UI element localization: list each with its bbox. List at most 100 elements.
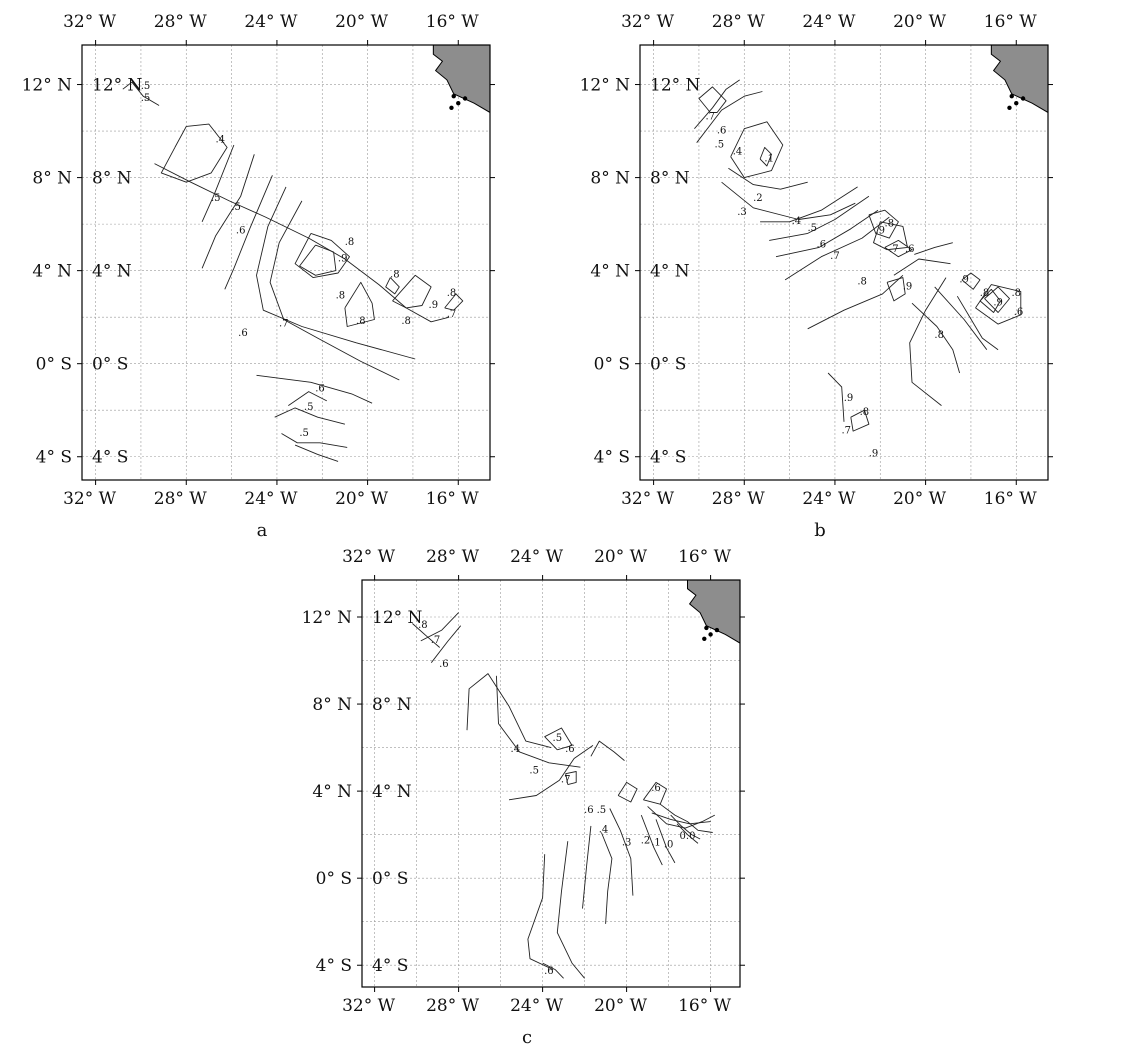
contour-line bbox=[721, 181, 856, 220]
contour-line bbox=[256, 186, 416, 360]
lon-label-bottom: 32° W bbox=[621, 489, 675, 509]
contour-label: .4 bbox=[511, 744, 521, 755]
contour-line bbox=[868, 209, 899, 239]
lon-label-bottom: 20° W bbox=[893, 489, 947, 509]
contour-label: .8 bbox=[401, 316, 411, 327]
contour-label: 0.0 bbox=[680, 831, 696, 842]
lat-label-right: 8° N bbox=[650, 169, 690, 189]
contour-line bbox=[269, 200, 400, 381]
contour-line bbox=[670, 814, 701, 840]
lat-label-left: 8° N bbox=[312, 695, 352, 715]
contour-line bbox=[694, 79, 740, 129]
contour-label: .5 bbox=[141, 81, 151, 92]
contour-line bbox=[760, 186, 858, 223]
lat-label-right: 8° N bbox=[92, 169, 132, 189]
contour-line bbox=[201, 154, 255, 269]
lon-label-top: 28° W bbox=[712, 12, 766, 32]
panel-caption: c bbox=[522, 1027, 532, 1048]
contour-label: .9 bbox=[869, 449, 879, 460]
contour-label: .8 bbox=[980, 288, 990, 299]
land-mass bbox=[990, 44, 1049, 114]
lon-label-top: 28° W bbox=[154, 12, 208, 32]
contour-line bbox=[984, 286, 1010, 313]
contour-label: .4 bbox=[599, 824, 609, 835]
lon-label-top: 20° W bbox=[893, 12, 947, 32]
island-marker bbox=[1020, 96, 1026, 101]
island-marker bbox=[1014, 100, 1019, 106]
island-marker bbox=[702, 636, 707, 641]
contour-line bbox=[256, 374, 373, 404]
lat-label-left: 4° S bbox=[594, 448, 630, 468]
contour-line bbox=[807, 274, 904, 330]
contour-line bbox=[698, 86, 727, 113]
lat-label-left: 12° N bbox=[302, 608, 353, 628]
contour-label: .8 bbox=[857, 277, 867, 288]
contour-label: .6 bbox=[717, 125, 727, 136]
contour-label: .5 bbox=[299, 428, 309, 439]
lat-label-right: 12° N bbox=[372, 608, 423, 628]
contour-line bbox=[676, 823, 699, 844]
lat-label-left: 0° S bbox=[36, 355, 72, 375]
contour-label: .4 bbox=[792, 216, 802, 227]
contour-label: .9 bbox=[959, 274, 969, 285]
contour-label: .6 bbox=[651, 783, 661, 794]
contour-label: .6 bbox=[584, 805, 594, 816]
contour-label: .6 bbox=[544, 966, 554, 977]
contour-line bbox=[565, 771, 577, 786]
map-panel-c: .8.7.6.4.5.5.6.7.6.5.4.6.3.2.1.00.0.632°… bbox=[302, 547, 745, 1048]
contour-line bbox=[582, 825, 592, 909]
contour-line bbox=[655, 819, 676, 864]
contour-label: .5 bbox=[304, 402, 314, 413]
contour-label: .9 bbox=[844, 393, 854, 404]
contour-line bbox=[651, 812, 711, 825]
contour-line bbox=[122, 81, 160, 106]
contour-line bbox=[730, 121, 784, 179]
contour-label: .6 bbox=[315, 384, 325, 395]
lon-label-top: 20° W bbox=[594, 547, 648, 567]
island-marker bbox=[451, 93, 456, 99]
map-frame bbox=[639, 44, 1049, 481]
contour-label: .9 bbox=[903, 281, 913, 292]
lon-label-bottom: 24° W bbox=[244, 489, 298, 509]
contour-line bbox=[909, 277, 947, 406]
contour-line bbox=[659, 803, 713, 833]
lat-label-right: 4° S bbox=[650, 448, 686, 468]
contour-line bbox=[466, 673, 552, 749]
lat-label-right: 8° N bbox=[372, 695, 412, 715]
contour-label: .5 bbox=[597, 805, 607, 816]
contour-label: .8 bbox=[336, 291, 346, 302]
contour-line bbox=[224, 175, 273, 290]
lon-label-top: 16° W bbox=[678, 547, 732, 567]
contour-line bbox=[696, 91, 763, 143]
contour-line bbox=[850, 409, 870, 432]
contour-line bbox=[600, 832, 613, 924]
lon-label-top: 16° W bbox=[426, 12, 480, 32]
lon-label-top: 24° W bbox=[802, 12, 856, 32]
contour-label: .8 bbox=[1011, 288, 1021, 299]
lon-label-bottom: 16° W bbox=[426, 489, 480, 509]
lat-label-left: 8° N bbox=[590, 169, 630, 189]
contour-label: .1 bbox=[764, 153, 774, 164]
lat-label-right: 4° S bbox=[372, 956, 408, 976]
contour-label: .7 bbox=[830, 251, 840, 262]
contour-label: .0 bbox=[664, 840, 674, 851]
contour-label: .2 bbox=[753, 193, 763, 204]
contour-label: .8 bbox=[447, 288, 457, 299]
lat-label-left: 12° N bbox=[22, 76, 73, 96]
map-panel-a: .5.5.4.5.5.6.9.8.8.8.8.8.9.8.7.7.6.6.5.5… bbox=[22, 12, 495, 541]
map-panel-b: .7.6.5.4.1.2.3.4.5.6.7.9.8.7.6.8.9.9.8.9… bbox=[580, 12, 1053, 541]
contour-line bbox=[609, 808, 634, 896]
contour-line bbox=[759, 146, 772, 167]
contour-line bbox=[544, 727, 573, 751]
lon-label-top: 32° W bbox=[621, 12, 675, 32]
land-mass bbox=[432, 44, 491, 114]
contour-line bbox=[961, 272, 981, 290]
lon-label-bottom: 24° W bbox=[510, 996, 564, 1016]
contour-line bbox=[294, 232, 350, 279]
contour-line bbox=[728, 167, 808, 190]
contour-label: .9 bbox=[338, 253, 348, 264]
lat-label-left: 4° N bbox=[32, 262, 72, 282]
lat-label-right: 4° S bbox=[92, 448, 128, 468]
contour-line bbox=[444, 293, 464, 311]
contour-label: .4 bbox=[215, 135, 225, 146]
